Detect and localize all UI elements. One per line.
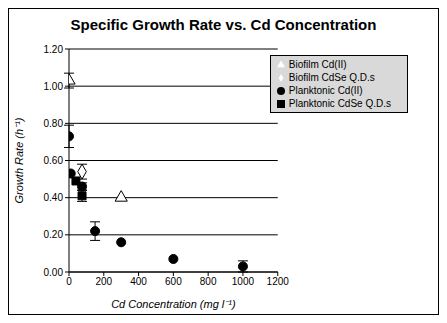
svg-text:0.60: 0.60: [44, 155, 64, 166]
html-text:Planktonic CdSe Q.D.s: Planktonic CdSe Q.D.s: [288, 98, 391, 109]
svg-text:0.20: 0.20: [44, 229, 64, 240]
html-text:Biofilm CdSe Q.D.s: Biofilm CdSe Q.D.s: [288, 72, 375, 83]
svg-text:1000: 1000: [232, 276, 255, 287]
svg-text:200: 200: [95, 276, 112, 287]
html-text:Specific Growth Rate vs. Cd Co: Specific Growth Rate vs. Cd Concentratio…: [70, 16, 377, 33]
svg-text:Cd Concentration (mg l⁻¹): Cd Concentration (mg l⁻¹): [111, 298, 236, 310]
svg-text:0.00: 0.00: [44, 267, 64, 278]
svg-text:600: 600: [165, 276, 182, 287]
svg-text:0: 0: [66, 276, 72, 287]
svg-text:Growth Rate (h⁻¹): Growth Rate (h⁻¹): [13, 117, 25, 203]
html-text:Biofilm Cd(II): Biofilm Cd(II): [288, 59, 347, 70]
svg-text:400: 400: [130, 276, 147, 287]
svg-text:800: 800: [200, 276, 217, 287]
svg-text:1200: 1200: [267, 276, 290, 287]
svg-text:0.40: 0.40: [44, 192, 64, 203]
svg-text:1.00: 1.00: [44, 81, 64, 92]
svg-text:1.20: 1.20: [44, 44, 64, 55]
svg-text:0.80: 0.80: [44, 118, 64, 129]
html-text:Planktonic Cd(II): Planktonic Cd(II): [288, 85, 363, 96]
